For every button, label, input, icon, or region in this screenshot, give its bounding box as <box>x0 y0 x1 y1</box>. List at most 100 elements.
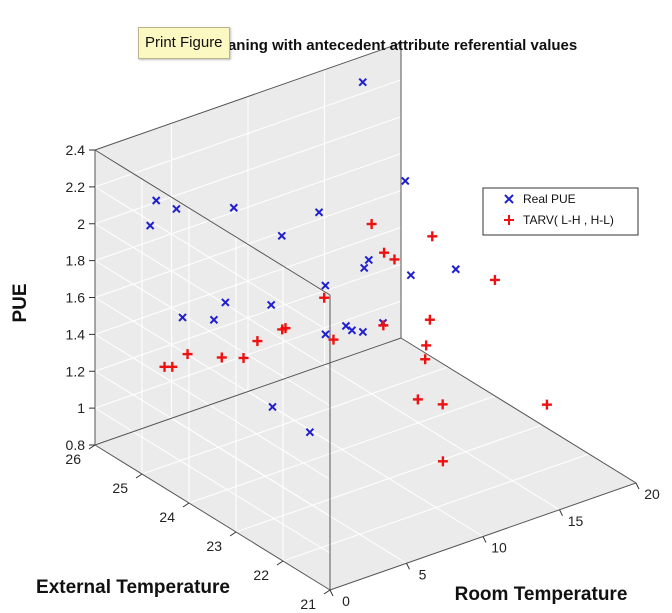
grid-line-z-left <box>94 407 331 554</box>
y-tick-label: 25 <box>112 480 128 496</box>
y-tick-label: 21 <box>300 596 316 612</box>
real-pue-point <box>229 203 239 212</box>
real-pue-point <box>151 196 161 205</box>
x-marker-stroke <box>358 77 367 87</box>
legend: Real PUE TARV( L-H , H-L) <box>482 187 639 236</box>
y-tick-mark <box>229 531 237 537</box>
x-marker-stroke <box>359 263 369 273</box>
real-pue-point <box>277 231 286 241</box>
y-tick-label: 24 <box>159 509 175 525</box>
tarv-point <box>389 254 400 265</box>
z-tick-label: 1 <box>77 400 85 416</box>
tarv-point <box>379 247 390 258</box>
legend-marker-real <box>504 194 514 204</box>
real-pue-point <box>321 330 330 339</box>
real-pue-point <box>321 281 330 290</box>
x-tick-label: 20 <box>644 486 660 502</box>
real-pue-point <box>406 270 416 280</box>
real-pue-point <box>364 255 373 265</box>
x-tick-mark <box>406 563 410 570</box>
y-tick-mark <box>182 502 190 508</box>
x-marker-stroke <box>358 327 368 337</box>
x-marker-stroke <box>266 300 276 310</box>
x-tick-label: 0 <box>342 593 350 609</box>
x-tick-label: 15 <box>568 513 584 529</box>
x-marker-stroke <box>341 321 351 331</box>
x-marker-stroke <box>364 255 373 265</box>
x-tick-mark <box>635 482 640 490</box>
frame-edge <box>94 444 331 591</box>
grid-line-y-floor <box>235 424 543 533</box>
x-tick-label: 5 <box>419 566 427 582</box>
z-tick-label: 1.8 <box>66 253 86 269</box>
tarv-point <box>412 394 423 405</box>
x-tick-mark <box>329 589 334 597</box>
grid-line-z-left <box>94 297 331 443</box>
real-pue-point <box>359 263 369 273</box>
x-marker-stroke <box>406 270 416 280</box>
x-marker-stroke <box>209 315 219 324</box>
grid-line-y-floor <box>282 453 590 562</box>
real-pue-point <box>172 204 181 214</box>
frame-edge <box>400 337 637 484</box>
frame-edge <box>94 149 331 296</box>
z-tick-label: 2.2 <box>66 179 86 195</box>
real-pue-point <box>358 77 367 87</box>
chart-title: PUE Traning with antecedent attribute re… <box>179 37 577 54</box>
z-tick-label: 1.4 <box>66 326 86 342</box>
x-marker-stroke <box>451 265 460 274</box>
legend-marker-tarv <box>504 215 514 225</box>
z-tick-label: 1.2 <box>66 363 86 379</box>
z-tick-label: 1.6 <box>66 290 86 306</box>
legend-box <box>482 187 639 236</box>
tarv-point <box>424 314 435 325</box>
grid-line-z-back <box>94 79 402 188</box>
tarv-point <box>216 352 227 363</box>
tarv-point <box>366 219 377 230</box>
tarv-point <box>420 354 431 365</box>
real-pue-point <box>401 176 410 186</box>
real-pue-point <box>209 315 219 324</box>
x-marker-stroke <box>277 231 286 241</box>
grid-line-z-left <box>94 186 331 333</box>
grid-line-z-left <box>94 260 331 407</box>
tick-labels: 0 5 10 15 20 21 22 23 24 25 260.8 1 1.2 1.4 1.6 1.8 2 2.2… <box>65 142 660 612</box>
tarv-point <box>437 456 448 467</box>
grid-line-z-left <box>94 333 331 480</box>
legend-label-real: Real PUE <box>523 192 576 206</box>
frame-edge <box>94 42 402 151</box>
tarv-point <box>378 320 389 331</box>
legend-label-tarv: TARV( L-H , H-L) <box>523 213 614 227</box>
tick-marks <box>88 149 640 597</box>
x-axis-label: Room Temperature <box>455 584 628 605</box>
tarv-point <box>182 349 193 360</box>
real-pue-point <box>305 427 315 437</box>
x-marker-stroke <box>305 427 315 437</box>
real-pue-point <box>314 208 324 217</box>
y-axis-label: External Temperature <box>36 577 230 598</box>
grid-line-z-back <box>94 116 402 225</box>
x-marker-stroke <box>314 208 324 217</box>
x-tick-mark <box>482 536 487 543</box>
x-marker-stroke <box>221 298 230 307</box>
grid-line-z-back <box>94 153 402 262</box>
real-pue-point <box>268 402 277 412</box>
tarv-point <box>319 292 330 303</box>
y-tick-mark <box>88 444 96 450</box>
z-tick-label: 2 <box>77 216 85 232</box>
tarv-point <box>427 231 438 242</box>
x-marker-stroke <box>145 221 155 230</box>
x-marker-stroke <box>321 281 330 290</box>
real-pue-point <box>451 265 460 274</box>
tarv-point <box>437 399 448 410</box>
x-marker-stroke <box>172 204 181 214</box>
y-tick-label: 22 <box>253 567 269 583</box>
z-axis-label: PUE <box>10 283 31 322</box>
real-pue-point <box>145 221 155 230</box>
tarv-point <box>489 274 500 285</box>
y-tick-label: 26 <box>65 451 81 467</box>
grid-line-z-left <box>94 370 331 517</box>
x-marker-stroke <box>178 313 187 322</box>
